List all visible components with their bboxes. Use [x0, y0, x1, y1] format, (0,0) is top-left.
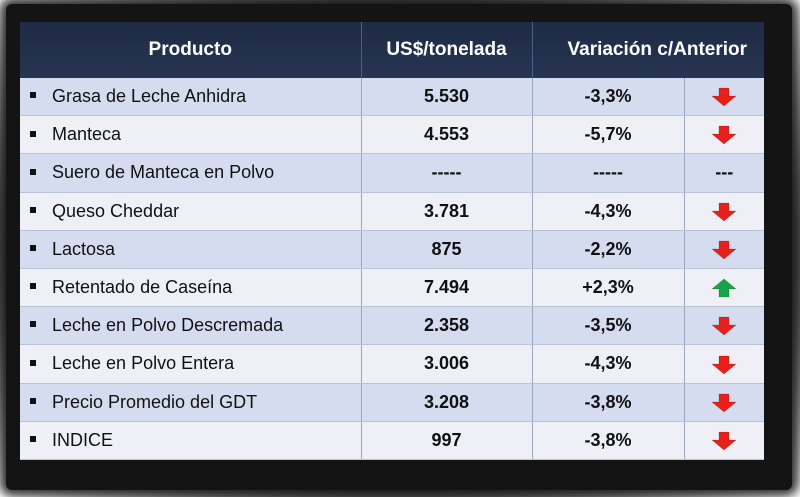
bullet-icon [30, 436, 36, 443]
table-row: Manteca 4.553 -5,7% [20, 115, 765, 155]
variation-cell: -3,8% [532, 421, 685, 460]
header-price: US$/tonelada [361, 22, 533, 78]
variation-cell: -4,3% [532, 344, 685, 384]
product-cell: Leche en Polvo Entera [20, 344, 362, 384]
price-cell: ----- [361, 153, 533, 193]
product-name: Lactosa [52, 238, 116, 259]
variation-cell: -3,3% [532, 78, 685, 117]
price-cell: 7.494 [361, 268, 533, 308]
product-cell: Grasa de Leche Anhidra [20, 78, 362, 117]
variation-cell: -2,2% [532, 230, 685, 269]
trend-cell [684, 344, 765, 384]
price-cell: 2.358 [361, 306, 533, 346]
price-cell: 3.006 [361, 344, 533, 384]
table-row: Precio Promedio del GDT 3.208 -3,8% [20, 383, 765, 422]
trend-cell [684, 230, 765, 269]
trend-cell [684, 421, 765, 460]
product-cell: Manteca [20, 115, 362, 155]
arrow-down-icon [711, 431, 738, 451]
product-name: Suero de Manteca en Polvo [52, 162, 275, 183]
table-body: Grasa de Leche Anhidra 5.530 -3,3% Manteca 4… [20, 78, 765, 460]
product-name: Precio Promedio del GDT [52, 391, 258, 412]
product-cell: INDICE [20, 421, 362, 460]
variation-cell: -4,3% [532, 192, 685, 231]
table-row: Lactosa 875 -2,2% [20, 230, 765, 269]
header-variation: Variación c/Anterior [532, 22, 765, 78]
table-header-row: Producto US$/tonelada Variación c/Anteri… [20, 22, 765, 78]
product-cell: Queso Cheddar [20, 192, 362, 231]
variation-cell: -5,7% [532, 115, 685, 155]
arrow-down-icon [711, 317, 738, 336]
product-name: INDICE [52, 429, 114, 450]
bullet-icon [30, 245, 36, 252]
product-name: Leche en Polvo Descremada [52, 315, 284, 336]
trend-none-text: --- [684, 153, 765, 193]
price-cell: 875 [361, 230, 533, 269]
arrow-up-icon [711, 278, 738, 298]
price-table-container: Producto US$/tonelada Variación c/Anteri… [20, 22, 765, 460]
product-cell: Precio Promedio del GDT [20, 383, 362, 422]
trend-cell [684, 306, 765, 346]
arrow-down-icon [711, 87, 738, 107]
product-cell: Leche en Polvo Descremada [20, 306, 362, 346]
variation-cell: ----- [532, 153, 685, 193]
product-name: Queso Cheddar [52, 200, 180, 221]
arrow-down-icon [711, 202, 738, 222]
trend-cell [684, 78, 765, 117]
price-cell: 3.781 [361, 192, 533, 231]
table-row: Leche en Polvo Entera 3.006 -4,3% [20, 344, 765, 384]
product-name: Retentado de Caseína [52, 277, 233, 298]
price-cell: 5.530 [361, 78, 533, 117]
variation-cell: -3,8% [532, 383, 685, 422]
trend-cell [684, 192, 765, 231]
price-cell: 4.553 [361, 115, 533, 155]
table-row: Suero de Manteca en Polvo ----- ----- --- [20, 153, 765, 193]
product-name: Grasa de Leche Anhidra [52, 86, 247, 107]
bullet-icon [30, 168, 36, 175]
bullet-icon [30, 397, 36, 404]
variation-cell: +2,3% [532, 268, 685, 308]
arrow-down-icon [711, 240, 738, 260]
header-product: Producto [20, 22, 362, 78]
arrow-down-icon [711, 355, 738, 374]
variation-cell: -3,5% [532, 306, 685, 346]
product-cell: Retentado de Caseína [20, 268, 362, 308]
arrow-down-icon [711, 126, 738, 145]
trend-cell [684, 383, 765, 422]
trend-cell [684, 268, 765, 308]
bullet-icon [30, 92, 36, 99]
bullet-icon [30, 130, 36, 137]
dairy-price-table: Producto US$/tonelada Variación c/Anteri… [20, 22, 765, 460]
trend-cell [684, 115, 765, 155]
bullet-icon [30, 206, 36, 213]
table-row: Queso Cheddar 3.781 -4,3% [20, 192, 765, 231]
bullet-icon [30, 283, 36, 290]
price-cell: 3.208 [361, 383, 533, 422]
bullet-icon [30, 321, 36, 328]
product-name: Manteca [52, 124, 122, 145]
arrow-down-icon [711, 393, 738, 413]
product-cell: Lactosa [20, 230, 362, 269]
table-row: INDICE 997 -3,8% [20, 421, 765, 460]
table-row: Grasa de Leche Anhidra 5.530 -3,3% [20, 78, 765, 117]
table-row: Leche en Polvo Descremada 2.358 -3,5% [20, 306, 765, 346]
price-cell: 997 [361, 421, 533, 460]
bullet-icon [30, 359, 36, 366]
product-name: Leche en Polvo Entera [52, 353, 235, 374]
product-cell: Suero de Manteca en Polvo [20, 153, 362, 193]
table-row: Retentado de Caseína 7.494 +2,3% [20, 268, 765, 308]
